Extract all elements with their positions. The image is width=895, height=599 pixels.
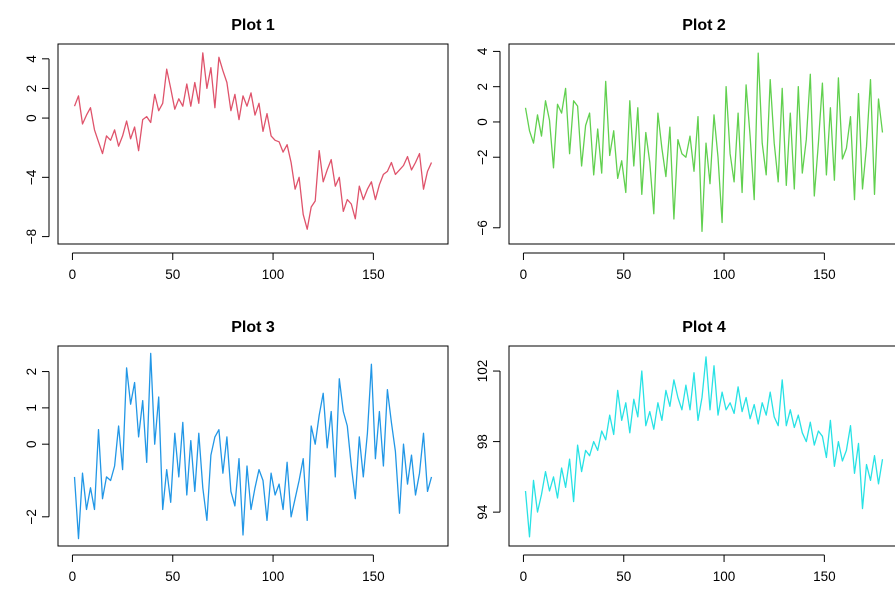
plot-1-y-tick-label: 0	[24, 114, 39, 122]
plot-1-x-tick-label: 0	[69, 267, 77, 282]
plot-3-frame	[57, 345, 449, 547]
plot-4-y-tick-label: 98	[475, 434, 490, 449]
plot-1-y-tick-label: 4	[24, 55, 39, 63]
plot-2-y-tick-label: −6	[475, 220, 490, 235]
plot-3-series-line	[73, 352, 433, 540]
plot-1-frame	[57, 43, 449, 245]
plot-3-title: Plot 3	[231, 319, 275, 336]
plot-3-x-tick-label: 100	[262, 569, 285, 584]
plot-3-y-tick-label: 2	[24, 368, 39, 376]
plot-4-title: Plot 4	[682, 319, 726, 336]
plot-2-x-tick-label: 50	[616, 267, 631, 282]
plot-1-y-tick-label: 2	[24, 85, 39, 93]
plot-3-x-tick-label: 0	[69, 569, 77, 584]
plot-2-y-tick-label: −2	[475, 150, 490, 165]
plot-2-y-tick-label: 0	[475, 118, 490, 126]
plot-3: Plot 3 0 50 100 150 −2 0 1 2	[24, 319, 449, 584]
plot-4-frame	[508, 345, 895, 547]
plot-1-x-tick-label: 150	[362, 267, 385, 282]
plot-2-x-tick-label: 100	[713, 267, 736, 282]
plot-1-y-tick-label: −8	[24, 229, 39, 244]
plot-4-series-line	[524, 356, 884, 538]
plot-2-frame	[508, 43, 895, 245]
plot-3-y-tick-label: −2	[24, 509, 39, 524]
plot-3-y-tick-label: 0	[24, 440, 39, 448]
plot-2-y-tick-label: 2	[475, 83, 490, 91]
plot-1-series-line	[73, 52, 433, 230]
plot-1-title: Plot 1	[231, 17, 275, 34]
plot-3-x-tick-label: 50	[165, 569, 180, 584]
plot-4-x-tick-label: 100	[713, 569, 736, 584]
plot-1-x-tick-label: 50	[165, 267, 180, 282]
plot-3-y-tick-label: 1	[24, 404, 39, 412]
plot-2-y-tick-label: 4	[475, 47, 490, 55]
plot-2-series-line	[524, 52, 884, 232]
plot-3-x-tick-label: 150	[362, 569, 385, 584]
plot-4-x-tick-label: 0	[520, 569, 528, 584]
plot-4-y-tick-label: 94	[475, 504, 490, 520]
plot-2: Plot 2 0 50 100 150 −6 −2 0 2 4	[475, 17, 895, 282]
plot-4-x-tick-label: 50	[616, 569, 631, 584]
plot-1-y-tick-label: −4	[24, 169, 39, 185]
plot-2-x-tick-label: 150	[813, 267, 836, 282]
plot-1-x-tick-label: 100	[262, 267, 285, 282]
plot-4: Plot 4 0 50 100 150 94 98 102	[475, 319, 895, 584]
plot-2-x-tick-label: 0	[520, 267, 528, 282]
plot-2-title: Plot 2	[682, 17, 726, 34]
plot-1: Plot 1 0 50 100 150 −8 −4 0 2 4	[24, 17, 449, 282]
plot-4-y-tick-label: 102	[475, 360, 490, 383]
plot-4-x-tick-label: 150	[813, 569, 836, 584]
